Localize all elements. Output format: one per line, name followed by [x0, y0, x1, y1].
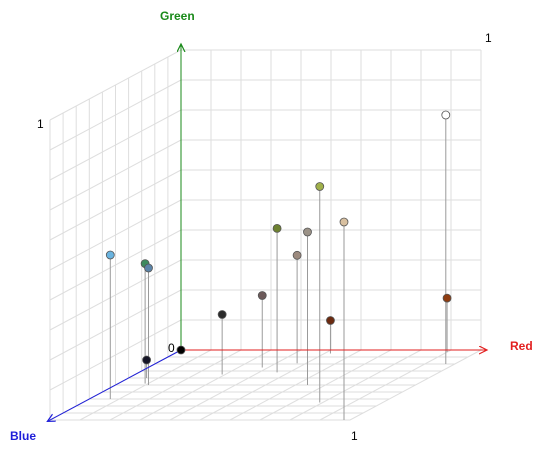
- x-max-tick-label: 1: [351, 429, 358, 443]
- back-wall-grid: [180, 49, 482, 351]
- left-grid-line: [49, 49, 182, 121]
- blue-axis: [47, 349, 182, 421]
- left-grid-line: [49, 139, 182, 211]
- origin-tick-label: 0: [168, 341, 175, 355]
- floor-grid-line: [319, 349, 452, 421]
- left-grid-line: [49, 109, 182, 181]
- data-point: [105, 250, 115, 260]
- data-point: [315, 182, 325, 191]
- data-point: [326, 316, 335, 325]
- data-point: [303, 227, 312, 237]
- top-corner-tick-label: 1: [485, 31, 492, 45]
- left-grid-line: [49, 79, 182, 151]
- data-point: [217, 310, 227, 319]
- y-axis-label: Green: [160, 9, 195, 23]
- data-point: [292, 250, 302, 260]
- data-point: [441, 110, 451, 120]
- data-point: [257, 291, 267, 300]
- floor-grid-line: [289, 349, 422, 421]
- data-point: [339, 217, 349, 227]
- x-axis-label: Red: [510, 339, 533, 353]
- floor-grid-line: [349, 349, 482, 421]
- y-max-tick-label: 1: [37, 117, 44, 131]
- floor-grid-line: [229, 349, 362, 421]
- data-point: [176, 345, 186, 355]
- data-point: [142, 355, 152, 365]
- data-points: [105, 110, 452, 365]
- left-grid-line: [49, 199, 182, 271]
- left-grid-line: [49, 169, 182, 241]
- data-point: [272, 223, 282, 233]
- z-axis-label: Blue: [10, 429, 36, 443]
- data-point: [144, 263, 153, 273]
- point-stems: [109, 115, 448, 420]
- data-point: [442, 293, 452, 303]
- floor-grid-line: [259, 349, 392, 421]
